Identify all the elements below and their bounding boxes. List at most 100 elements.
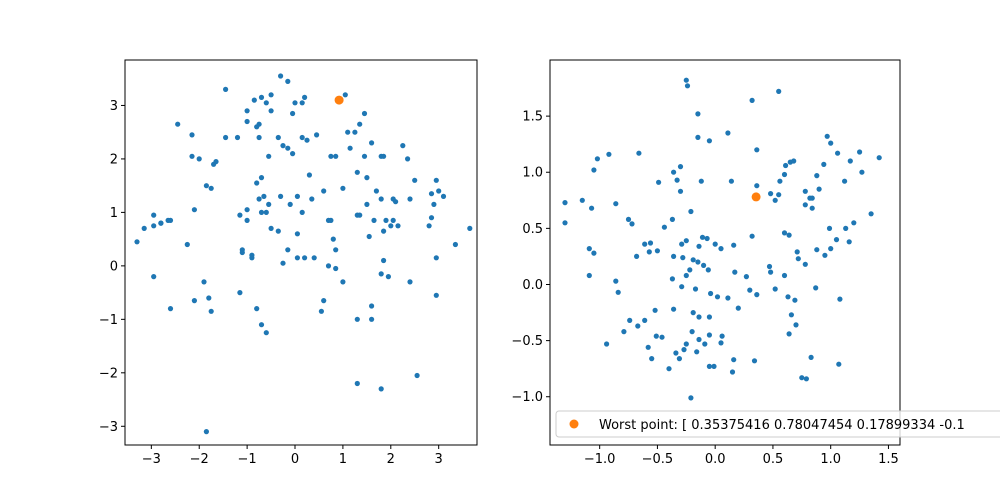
data-point	[696, 243, 702, 249]
data-point	[690, 310, 696, 316]
data-point	[345, 129, 351, 135]
data-point	[263, 330, 269, 336]
data-point	[679, 284, 685, 290]
data-point	[371, 217, 377, 223]
data-point	[294, 255, 300, 261]
data-point	[562, 200, 568, 206]
data-point	[671, 253, 677, 259]
data-point	[211, 161, 217, 167]
data-point	[249, 255, 255, 261]
data-point	[366, 233, 372, 240]
data-point	[684, 83, 691, 89]
data-point	[244, 207, 250, 213]
data-point	[333, 247, 339, 253]
data-point	[333, 153, 339, 159]
data-point	[254, 124, 260, 130]
x-tick-label: −1	[238, 452, 257, 467]
data-point	[203, 429, 209, 435]
legend-box	[555, 410, 1000, 438]
data-point	[606, 151, 612, 157]
data-point	[165, 217, 171, 223]
data-point	[433, 292, 439, 298]
data-point	[821, 161, 827, 167]
data-point	[791, 158, 797, 164]
data-point	[696, 314, 702, 320]
data-point	[735, 305, 741, 311]
data-point	[388, 223, 394, 229]
x-tick-label: 0.0	[705, 452, 726, 467]
axes-frame	[549, 59, 901, 446]
x-tick-label: −2	[190, 452, 209, 467]
data-point	[828, 246, 834, 252]
data-point	[354, 169, 360, 175]
data-point	[706, 363, 713, 369]
data-point	[330, 236, 336, 242]
data-point	[361, 110, 368, 117]
y-tick-label: −3	[99, 420, 118, 435]
data-point	[847, 158, 853, 164]
data-point	[659, 334, 665, 340]
x-tick-label: 0.5	[763, 452, 784, 467]
data-point	[302, 255, 308, 261]
data-point	[729, 369, 736, 375]
data-point	[428, 215, 435, 221]
data-point	[321, 298, 327, 304]
data-point	[285, 145, 291, 151]
data-point	[816, 186, 822, 192]
left-scatter-plot: −3 −2 −1 0 1 2 3 −3 −2 −1 0 1 2 3	[99, 59, 478, 467]
data-point	[405, 156, 411, 162]
worst-point-marker	[334, 95, 344, 105]
data-point	[671, 169, 677, 175]
data-point	[731, 242, 737, 248]
data-point	[299, 134, 305, 141]
data-point	[591, 167, 597, 173]
data-point	[732, 269, 738, 275]
data-point	[698, 178, 704, 184]
data-point	[285, 78, 291, 84]
data-point	[268, 225, 274, 231]
data-point	[704, 235, 710, 242]
data-point	[687, 267, 693, 273]
data-point	[196, 156, 202, 162]
data-point	[467, 225, 473, 231]
data-point	[299, 100, 305, 106]
data-point	[706, 138, 713, 144]
x-tick-label: 1	[339, 452, 347, 467]
x-tick-label: −1.0	[584, 452, 616, 467]
data-point	[318, 308, 324, 314]
data-point	[347, 145, 353, 151]
data-point	[822, 252, 828, 258]
data-point	[785, 294, 791, 300]
data-point	[688, 208, 694, 215]
data-point	[809, 205, 815, 211]
data-point	[661, 224, 668, 230]
data-point	[754, 183, 760, 189]
data-point	[239, 249, 245, 256]
data-point	[591, 250, 597, 256]
data-point	[689, 329, 695, 335]
x-tick-label: 2	[387, 452, 395, 467]
data-point	[223, 134, 229, 141]
data-point	[695, 259, 701, 265]
data-point	[677, 188, 684, 194]
data-point	[786, 232, 792, 238]
data-point	[357, 212, 363, 218]
data-point	[407, 279, 413, 285]
data-point	[278, 73, 284, 79]
data-point	[141, 225, 147, 231]
data-point	[604, 341, 610, 347]
data-point	[340, 279, 346, 285]
data-point	[244, 118, 250, 125]
data-point	[681, 347, 687, 353]
x-tick-label: 3	[435, 452, 443, 467]
data-point	[333, 265, 339, 272]
data-point	[677, 164, 684, 170]
data-point	[754, 292, 760, 298]
data-point	[625, 216, 632, 222]
data-point	[843, 225, 849, 231]
data-point	[621, 329, 627, 335]
data-point	[629, 221, 635, 227]
data-point	[263, 100, 269, 106]
